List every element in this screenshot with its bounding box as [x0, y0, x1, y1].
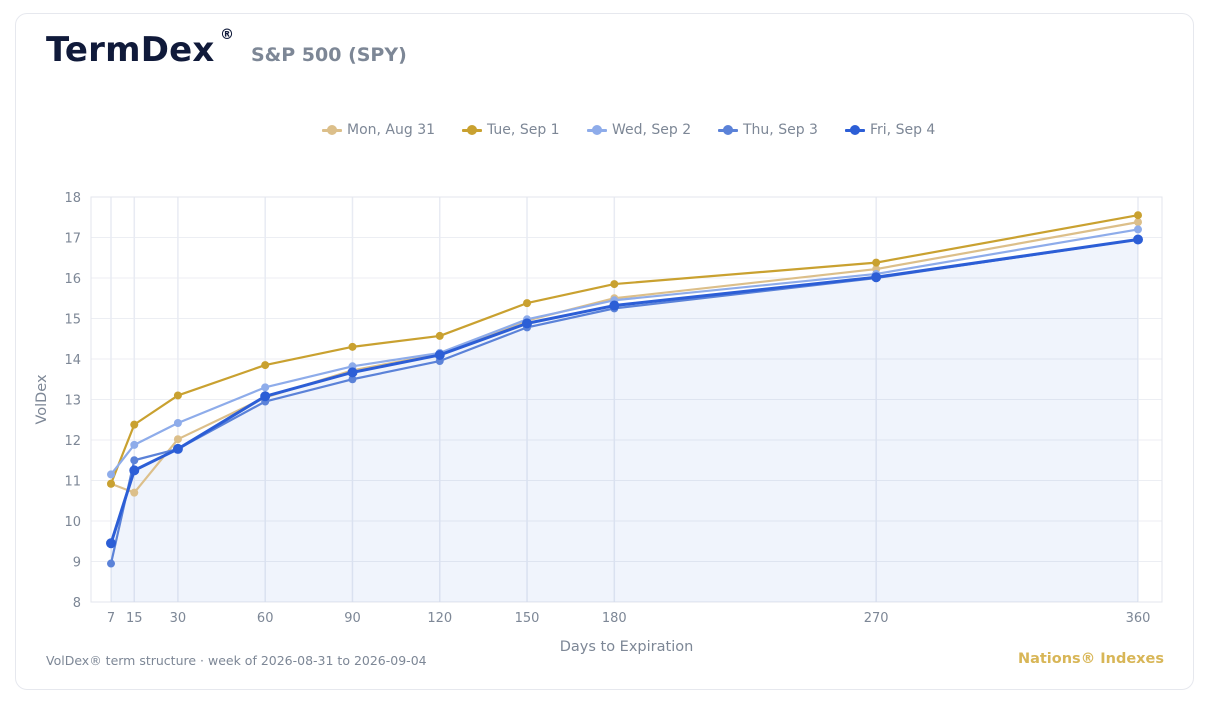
y-tick-label: 14 — [64, 353, 81, 368]
legend-swatch — [462, 124, 482, 136]
x-tick-label: 270 — [864, 611, 889, 626]
data-point — [172, 443, 183, 454]
y-tick-label: 9 — [73, 556, 81, 571]
x-tick-label: 7 — [107, 611, 115, 626]
series-4 — [106, 234, 1143, 549]
series-area — [111, 239, 1138, 602]
data-point — [107, 559, 115, 568]
brand-registered-mark: ® — [220, 27, 234, 43]
x-tick-label: 90 — [344, 611, 361, 626]
data-point — [872, 258, 881, 267]
data-point — [347, 367, 358, 378]
plot-frame — [90, 196, 1163, 603]
legend-item[interactable]: Wed, Sep 2 — [587, 119, 691, 141]
data-point — [130, 488, 139, 497]
x-tick-label: 120 — [427, 611, 452, 626]
y-tick-label: 15 — [64, 313, 81, 328]
grid — [90, 196, 1163, 603]
legend-label: Mon, Aug 31 — [347, 122, 436, 138]
series-line — [109, 238, 1140, 545]
y-tick-label: 8 — [73, 596, 81, 611]
legend-label: Tue, Sep 1 — [487, 122, 560, 138]
y-axis-label: VolDex — [34, 374, 50, 425]
legend-item[interactable]: Thu, Sep 3 — [718, 119, 818, 141]
legend-label: Thu, Sep 3 — [743, 122, 818, 138]
data-point — [871, 272, 882, 283]
y-tick-label: 11 — [64, 475, 81, 490]
data-point — [129, 465, 140, 476]
data-point — [130, 456, 139, 465]
data-point — [106, 538, 116, 549]
x-tick-label: 15 — [126, 611, 143, 626]
legend-swatch — [845, 124, 865, 136]
x-tick-label: 30 — [170, 611, 187, 626]
y-tick-label: 16 — [64, 272, 81, 287]
data-point — [348, 375, 357, 384]
data-point — [107, 470, 115, 479]
data-point — [260, 391, 271, 402]
data-point — [1134, 225, 1142, 234]
series-line — [109, 214, 1140, 485]
y-tick-label: 13 — [64, 394, 81, 409]
data-point — [1134, 211, 1142, 220]
footer-note: VolDex® term structure · week of 2026-08… — [46, 653, 427, 668]
legend-swatch — [587, 124, 607, 136]
legend-swatch — [718, 124, 738, 136]
data-point — [610, 280, 619, 289]
data-point — [522, 318, 533, 329]
data-point — [435, 331, 444, 340]
chart-legend: Mon, Aug 31 Tue, Sep 1 Wed, Sep 2 Thu, Sep … — [0, 119, 1210, 141]
data-point — [523, 299, 532, 308]
legend-swatch-dot — [327, 125, 337, 135]
series-line — [109, 228, 1140, 476]
data-point — [261, 383, 270, 392]
data-point — [1134, 218, 1142, 227]
legend-item[interactable]: Fri, Sep 4 — [845, 119, 935, 141]
y-tick-label: 10 — [64, 515, 81, 530]
legend-label: Wed, Sep 2 — [612, 122, 692, 138]
y-tick-label: 12 — [64, 434, 81, 449]
data-point — [173, 435, 182, 444]
legend-swatch — [322, 124, 342, 136]
data-point — [261, 361, 270, 370]
legend-swatch-dot — [467, 125, 477, 135]
data-point — [130, 420, 139, 429]
data-point — [130, 440, 139, 449]
series-1 — [107, 211, 1142, 488]
data-point — [434, 349, 445, 360]
brand-name: TermDex — [46, 30, 215, 70]
legend-swatch-dot — [723, 125, 733, 135]
x-tick-label: 180 — [602, 611, 627, 626]
legend-item[interactable]: Mon, Aug 31 — [322, 119, 435, 141]
footer-brand: Nations® Indexes — [1017, 651, 1164, 667]
data-point — [348, 342, 357, 351]
data-point — [173, 391, 182, 400]
x-axis-label: Days to Expiration — [560, 639, 694, 655]
data-point — [173, 418, 182, 427]
brand-logo: TermDex ® — [46, 27, 234, 70]
y-tick-label: 18 — [64, 191, 81, 206]
x-tick-label: 60 — [257, 611, 274, 626]
data-point — [107, 479, 115, 488]
legend-item[interactable]: Tue, Sep 1 — [462, 119, 560, 141]
x-tick-label: 360 — [1126, 611, 1151, 626]
data-point — [609, 300, 620, 311]
x-tick-label: 150 — [515, 611, 540, 626]
chart-card — [15, 13, 1194, 690]
legend-swatch-dot — [850, 125, 860, 135]
legend-label: Fri, Sep 4 — [870, 122, 936, 138]
y-tick-label: 17 — [64, 232, 81, 247]
data-point — [1133, 234, 1143, 245]
page-subtitle: S&P 500 (SPY) — [251, 44, 407, 66]
legend-swatch-dot — [592, 125, 602, 135]
series-line — [109, 238, 1140, 565]
